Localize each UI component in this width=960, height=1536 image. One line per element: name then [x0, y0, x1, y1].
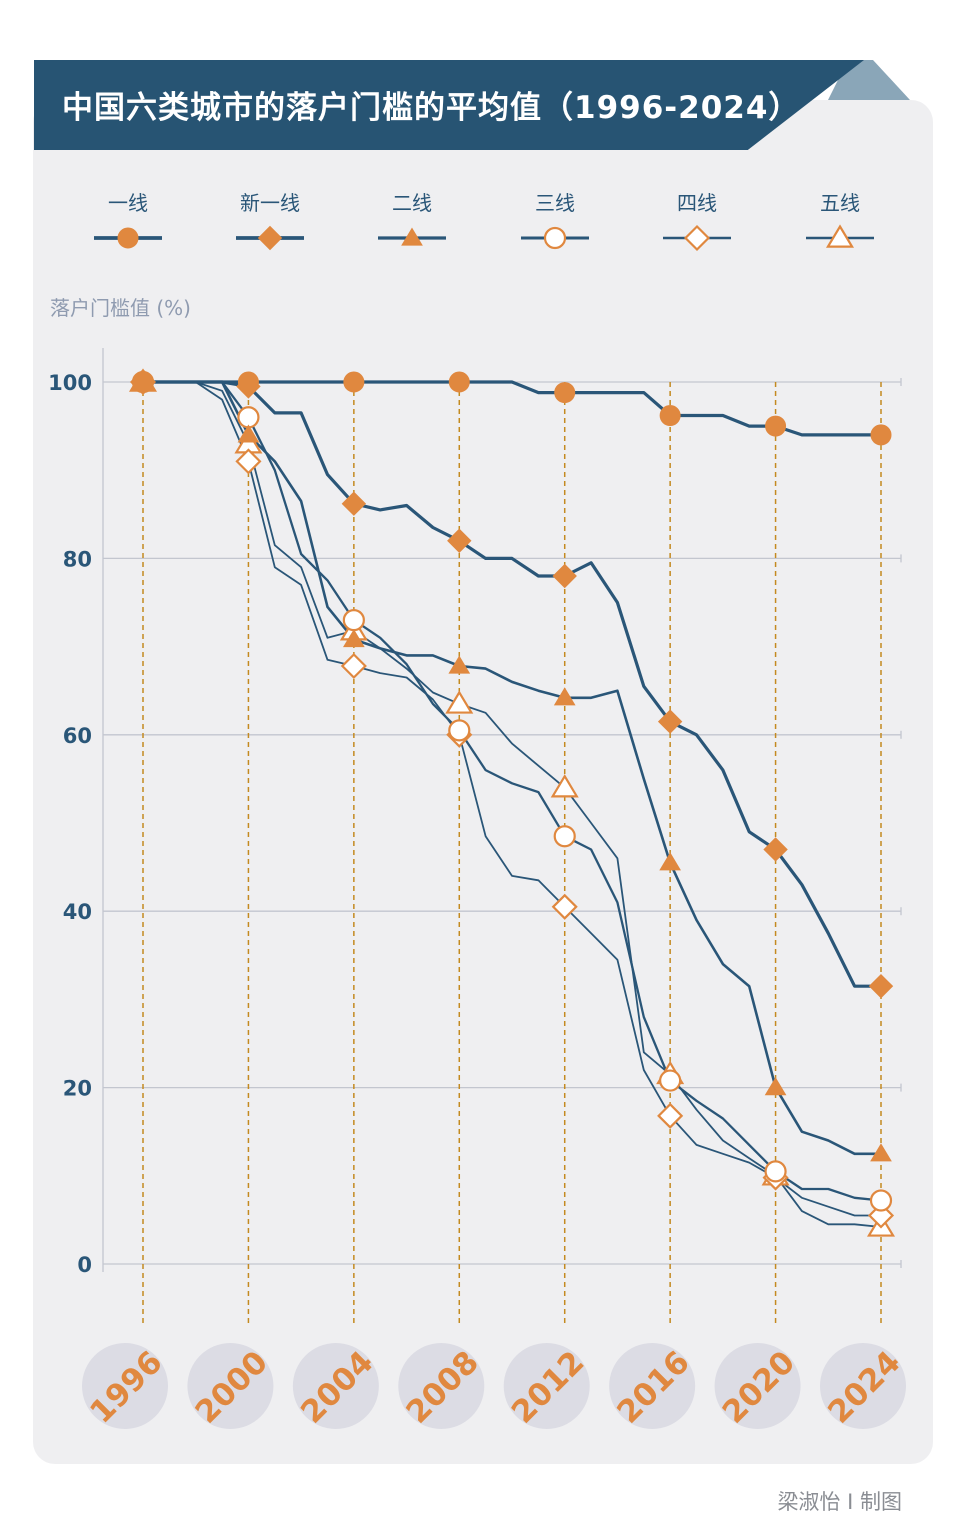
data-point: [343, 371, 365, 393]
data-point: [237, 371, 259, 393]
year-bubble: [503, 1343, 590, 1429]
y-tick-label: 80: [63, 547, 92, 571]
data-point: [868, 973, 894, 999]
year-bubble: [398, 1343, 485, 1429]
data-point: [342, 609, 365, 632]
series-line: [142, 381, 882, 1217]
series-line: [141, 380, 883, 1202]
data-point: [765, 415, 787, 437]
data-point: [235, 448, 262, 475]
legend-marker: [683, 224, 711, 252]
data-point: [870, 1143, 892, 1162]
data-point: [553, 687, 576, 706]
data-point: [448, 655, 471, 674]
data-point: [763, 837, 788, 862]
legend-marker: [117, 227, 139, 249]
data-point: [341, 491, 367, 516]
year-bubble: [609, 1343, 696, 1429]
data-point: [553, 825, 576, 848]
legend-label: 一线: [108, 191, 148, 215]
data-point: [657, 1102, 684, 1129]
legend-label: 二线: [392, 191, 432, 215]
data-point: [237, 406, 260, 429]
data-point: [551, 893, 578, 920]
data-point: [659, 852, 682, 871]
year-bubble: [187, 1343, 274, 1429]
chart-title: 中国六类城市的落户门槛的平均值（1996-2024）: [62, 90, 801, 126]
data-point: [554, 382, 576, 404]
year-bubble: [714, 1343, 801, 1429]
legend-marker: [825, 224, 855, 248]
y-tick-label: 100: [48, 371, 92, 395]
legend-marker: [543, 226, 567, 250]
data-point: [659, 405, 681, 427]
data-point: [552, 563, 577, 589]
y-axis-title: 落户门槛值 (%): [50, 296, 191, 320]
legend-label: 五线: [820, 191, 860, 215]
legend-marker: [257, 225, 283, 251]
title-banner: [34, 60, 864, 150]
series-line: [141, 380, 883, 1156]
data-point: [342, 629, 365, 648]
data-point: [132, 371, 154, 393]
y-tick-label: 60: [63, 724, 92, 748]
legend-marker: [401, 227, 423, 246]
credit-text: 梁淑怡 I 制图: [777, 1490, 902, 1514]
series-line: [141, 380, 883, 437]
year-bubble: [820, 1343, 906, 1429]
data-point: [448, 719, 471, 742]
data-point: [447, 528, 472, 553]
data-point: [657, 709, 683, 734]
year-bubble: [82, 1343, 168, 1429]
series-line: [141, 380, 883, 988]
chart-panel: [33, 100, 933, 1464]
legend-label: 新一线: [240, 191, 300, 215]
y-tick-label: 40: [63, 900, 92, 924]
data-point: [448, 371, 470, 393]
data-point: [550, 774, 579, 798]
data-point: [659, 1069, 682, 1092]
data-point: [869, 1189, 893, 1212]
year-bubble: [292, 1343, 379, 1429]
data-point: [764, 1160, 787, 1183]
data-point: [237, 424, 260, 443]
data-point: [445, 690, 474, 714]
y-tick-label: 20: [63, 1077, 92, 1101]
legend-label: 三线: [535, 191, 575, 215]
data-point: [870, 424, 892, 446]
data-point: [340, 652, 367, 680]
legend-label: 四线: [677, 191, 717, 215]
data-point: [764, 1077, 787, 1096]
series-line: [142, 381, 882, 1228]
y-tick-label: 0: [77, 1253, 92, 1277]
